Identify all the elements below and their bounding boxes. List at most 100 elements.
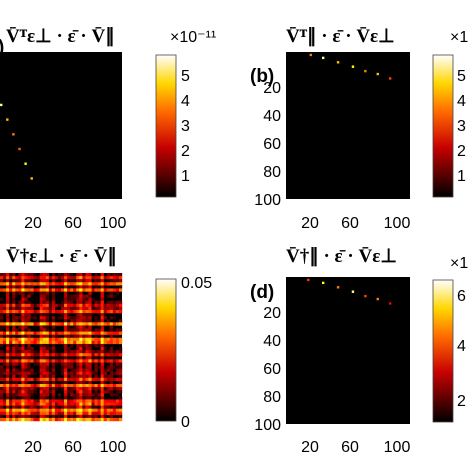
panel-a-heatmap bbox=[0, 52, 122, 199]
heat-cell bbox=[24, 316, 28, 320]
heat-cell bbox=[91, 402, 95, 406]
heat-cell bbox=[15, 279, 19, 283]
heat-cell bbox=[51, 282, 56, 286]
heat-cell bbox=[0, 350, 4, 354]
heat-cell bbox=[64, 313, 68, 317]
heat-cell bbox=[64, 405, 68, 409]
heat-cell bbox=[21, 347, 25, 351]
heat-cell bbox=[54, 282, 59, 286]
heat-cell bbox=[64, 362, 68, 366]
panel-c-colorbar bbox=[155, 278, 177, 422]
heat-cell bbox=[82, 405, 86, 409]
heat-cell bbox=[24, 294, 28, 298]
heat-cell bbox=[0, 408, 4, 412]
heat-cell bbox=[70, 306, 74, 311]
heat-cell bbox=[76, 347, 80, 351]
heat-cell bbox=[79, 362, 83, 366]
heat-cell bbox=[73, 288, 77, 292]
heat-cell bbox=[21, 362, 25, 366]
heat-cell bbox=[51, 402, 56, 406]
heat-cell bbox=[36, 282, 40, 286]
heat-cell bbox=[42, 276, 46, 280]
heat-cell bbox=[33, 273, 37, 277]
panel-a-cbtick-2: 2 bbox=[181, 143, 190, 160]
heat-cell bbox=[48, 282, 53, 286]
heat-cell bbox=[57, 384, 62, 388]
heat-cell bbox=[27, 359, 31, 363]
heat-cell bbox=[97, 340, 101, 345]
heat-cell bbox=[79, 328, 83, 332]
heat-cell bbox=[85, 402, 89, 406]
heat-cell bbox=[70, 408, 74, 412]
heat-cell bbox=[15, 417, 19, 422]
heat-cell bbox=[42, 353, 46, 357]
heat-cell bbox=[82, 390, 86, 394]
heat-cell bbox=[76, 359, 80, 363]
heat-cell bbox=[97, 276, 101, 280]
heat-cell bbox=[0, 359, 4, 363]
heat-cell bbox=[45, 396, 49, 400]
heat-cell bbox=[79, 291, 83, 295]
heat-cell bbox=[0, 276, 4, 280]
heat-cell bbox=[39, 359, 43, 363]
heat-cell bbox=[33, 414, 37, 419]
heat-cell bbox=[24, 353, 28, 357]
heat-cell bbox=[24, 368, 28, 372]
heat-cell bbox=[64, 353, 68, 357]
heat-cell bbox=[42, 322, 46, 326]
heat-cell bbox=[109, 414, 114, 419]
heat-cell bbox=[39, 282, 43, 286]
heat-cell bbox=[115, 359, 120, 363]
heat-cell bbox=[61, 313, 65, 317]
heat-cell bbox=[109, 325, 114, 329]
heat-cell bbox=[15, 384, 19, 388]
heat-cell bbox=[27, 390, 31, 394]
heat-cell bbox=[88, 405, 92, 409]
heat-cell bbox=[61, 362, 65, 366]
heat-cell bbox=[45, 350, 49, 354]
heat-cell bbox=[33, 337, 37, 342]
heat-cell bbox=[3, 310, 7, 314]
heat-cell bbox=[109, 402, 114, 406]
heat-cell bbox=[51, 350, 56, 354]
heat-cell bbox=[67, 297, 71, 301]
heat-cell bbox=[103, 371, 107, 375]
heat-cell bbox=[27, 319, 31, 323]
heat-cell bbox=[103, 316, 107, 320]
heat-cell bbox=[79, 377, 83, 382]
heat-cell bbox=[73, 337, 77, 342]
heat-cell bbox=[106, 405, 110, 409]
heat-cell bbox=[30, 282, 34, 286]
heat-cell bbox=[6, 414, 10, 419]
heat-cell bbox=[48, 340, 53, 345]
heat-cell bbox=[21, 310, 25, 314]
peak-point bbox=[336, 61, 340, 64]
heat-cell bbox=[88, 334, 92, 338]
heat-cell bbox=[112, 377, 117, 382]
heat-cell bbox=[18, 390, 22, 394]
heat-cell bbox=[112, 288, 117, 292]
heat-cell bbox=[0, 337, 4, 342]
peak-point bbox=[364, 69, 367, 73]
heat-cell bbox=[61, 417, 65, 422]
heat-cell bbox=[45, 353, 49, 357]
heat-cell bbox=[30, 417, 34, 422]
heat-cell bbox=[64, 408, 68, 412]
heat-cell bbox=[115, 368, 120, 372]
heat-cell bbox=[30, 402, 34, 406]
heat-cell bbox=[18, 273, 22, 277]
heat-cell bbox=[39, 297, 43, 301]
heat-cell bbox=[21, 368, 25, 372]
heat-cell bbox=[100, 291, 104, 295]
panel-d: (d) V̄†∥ · ε̄ · V̄ε⊥ ×1 20 40 60 80 100 … bbox=[250, 246, 468, 456]
panel-b-label: (b) bbox=[250, 66, 274, 87]
heat-cell bbox=[103, 276, 107, 280]
heat-cell bbox=[88, 316, 92, 320]
heat-cell bbox=[3, 331, 7, 335]
heat-cell bbox=[73, 411, 77, 416]
heat-cell bbox=[12, 340, 16, 345]
panel-b: (b) V̄ᵀ∥ · ε̄ · V̄ε⊥ ×1 20 40 60 80 100 … bbox=[250, 26, 468, 232]
heat-cell bbox=[100, 347, 104, 351]
heat-cell bbox=[103, 390, 107, 394]
heat-cell bbox=[48, 377, 53, 382]
